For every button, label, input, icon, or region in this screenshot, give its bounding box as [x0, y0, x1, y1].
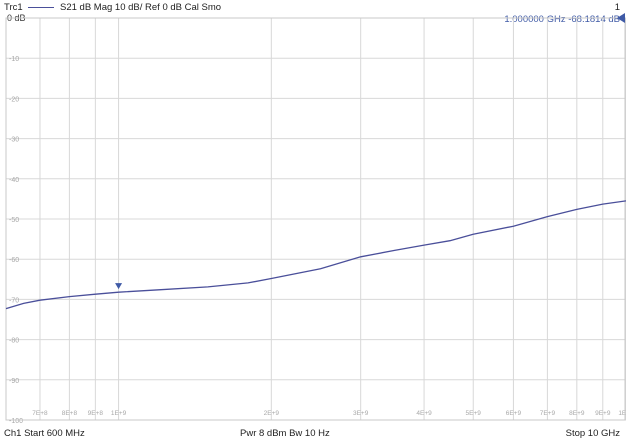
- y-tick-label: -30: [9, 137, 19, 144]
- x-tick-label: 8E+8: [62, 410, 78, 417]
- trace-number-label: 1: [614, 2, 620, 13]
- x-tick-label: 7E+8: [32, 410, 48, 417]
- stop-frequency-label[interactable]: Stop 10 GHz: [565, 428, 620, 439]
- x-tick-label: 8E+9: [569, 410, 585, 417]
- trace-info-label[interactable]: S21 dB Mag 10 dB/ Ref 0 dB Cal Smo: [60, 2, 222, 13]
- x-tick-label: 7E+9: [540, 410, 556, 417]
- plot-frame: [5, 17, 626, 421]
- marker-readout: 1.000000 GHz -68.1814 dB: [504, 14, 620, 25]
- trace-name-label[interactable]: Trc1: [4, 2, 23, 13]
- y-tick-label: -60: [9, 257, 19, 264]
- y-tick-label: -10: [9, 56, 19, 63]
- y-tick-label: -90: [9, 378, 19, 385]
- x-tick-label: 6E+9: [506, 410, 522, 417]
- x-tick-label: 3E+9: [353, 410, 369, 417]
- y-tick-label: -20: [9, 96, 19, 103]
- start-frequency-label[interactable]: Ch1 Start 600 MHz: [4, 428, 85, 439]
- series-line[interactable]: [5, 200, 626, 310]
- x-tick-label: 2E+9: [264, 410, 280, 417]
- x-tick-label: 9E+9: [595, 410, 611, 417]
- power-bandwidth-label[interactable]: Pwr 8 dBm Bw 10 Hz: [240, 428, 330, 439]
- reference-level-arrow[interactable]: [617, 13, 625, 23]
- y-tick-label: -80: [9, 338, 19, 345]
- x-tick-label: 1E+9: [111, 410, 127, 417]
- y-tick-label: -70: [9, 297, 19, 304]
- x-tick-label: 9E+8: [88, 410, 104, 417]
- y-tick-label: -40: [9, 177, 19, 184]
- trace-legend-line: [28, 7, 54, 8]
- marker-1-triangle[interactable]: [115, 283, 123, 290]
- y-tick-label: -50: [9, 217, 19, 224]
- x-tick-label: 4E+9: [416, 410, 432, 417]
- x-tick-label: 1E+1: [618, 410, 626, 417]
- y-tick-label: -100: [9, 418, 23, 425]
- x-tick-label: 5E+9: [466, 410, 482, 417]
